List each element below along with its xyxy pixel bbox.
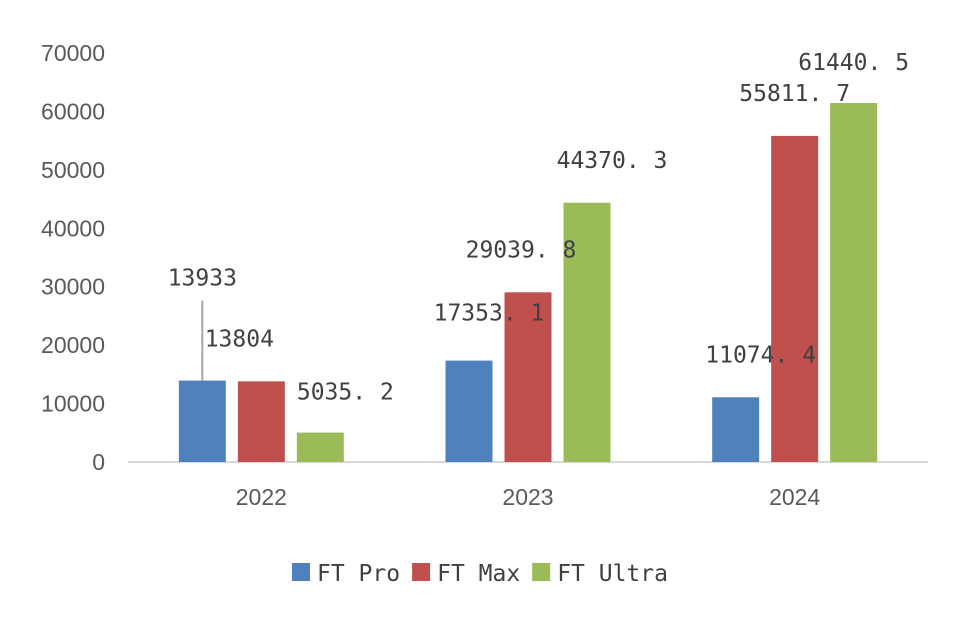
bar-ft-pro-2024 bbox=[712, 397, 760, 462]
data-labels-group: 13933 17353. 1 11074. 4 13804 29039. 8 55811.… bbox=[168, 50, 909, 406]
bar-ft-ultra-2024 bbox=[830, 103, 878, 462]
bar-series-group bbox=[178, 103, 878, 462]
legend-label-ft-pro: FT Pro bbox=[317, 561, 400, 587]
y-tick-label-2: 20000 bbox=[41, 332, 105, 358]
y-tick-label-6: 60000 bbox=[41, 98, 105, 124]
y-tick-label-4: 40000 bbox=[41, 215, 105, 241]
x-tick-label-2022: 2022 bbox=[236, 484, 287, 510]
data-label-ft-ultra-2022: 5035. 2 bbox=[297, 380, 394, 406]
legend-swatch-ft-max bbox=[412, 563, 431, 581]
bar-ft-max-2022 bbox=[237, 381, 285, 462]
data-label-ft-pro-2022: 13933 bbox=[168, 266, 237, 292]
y-axis-ticks: 0 10000 20000 30000 40000 50000 60000 70000 bbox=[41, 40, 105, 475]
y-tick-label-7: 70000 bbox=[41, 40, 105, 66]
bar-ft-ultra-2023 bbox=[563, 202, 611, 462]
legend-label-ft-max: FT Max bbox=[437, 561, 520, 587]
y-tick-label-3: 30000 bbox=[41, 274, 105, 300]
x-tick-label-2024: 2024 bbox=[769, 484, 820, 510]
legend-label-ft-ultra: FT Ultra bbox=[557, 561, 668, 587]
bar-ft-pro-2023 bbox=[445, 360, 493, 462]
x-tick-label-2023: 2023 bbox=[502, 484, 553, 510]
y-tick-label-0: 0 bbox=[92, 449, 105, 475]
data-label-ft-max-2022: 13804 bbox=[205, 326, 274, 352]
bar-ft-max-2024 bbox=[771, 135, 819, 462]
bar-ft-max-2023 bbox=[504, 292, 552, 462]
data-label-ft-pro-2023: 17353. 1 bbox=[434, 301, 545, 327]
data-label-ft-ultra-2023: 44370. 3 bbox=[557, 148, 668, 174]
data-label-ft-ultra-2024: 61440. 5 bbox=[798, 50, 909, 76]
data-label-ft-max-2023: 29039. 8 bbox=[466, 237, 577, 263]
y-tick-label-1: 10000 bbox=[41, 391, 105, 417]
bar-ft-ultra-2022 bbox=[296, 432, 344, 462]
legend-swatch-ft-ultra bbox=[532, 563, 551, 581]
legend: FT Pro FT Max FT Ultra bbox=[292, 561, 668, 587]
legend-swatch-ft-pro bbox=[292, 563, 310, 581]
data-label-ft-pro-2024: 11074. 4 bbox=[705, 342, 816, 368]
x-axis-tick-labels: 2022 2023 2024 bbox=[236, 484, 821, 510]
data-label-ft-max-2024: 55811. 7 bbox=[739, 81, 850, 107]
bar-ft-pro-2022 bbox=[178, 380, 226, 462]
y-tick-label-5: 50000 bbox=[41, 157, 105, 183]
